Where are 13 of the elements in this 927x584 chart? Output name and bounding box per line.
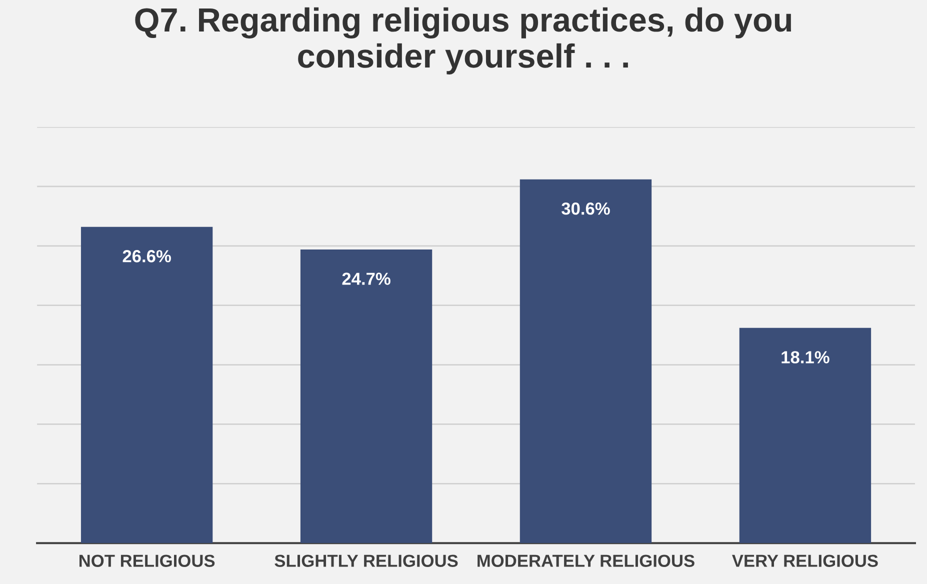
bar — [300, 249, 432, 544]
data-label: 24.7% — [342, 272, 390, 285]
x-tick-label: NOT RELIGIOUS — [79, 554, 215, 567]
x-tick-label: MODERATELY RELIGIOUS — [478, 554, 694, 567]
bar — [739, 328, 872, 544]
data-label: 26.6% — [122, 250, 171, 262]
bar — [80, 226, 213, 544]
data-label: 30.6% — [562, 202, 610, 215]
data-label: 18.1% — [782, 351, 830, 364]
chart-title: Q7. Regarding religious practices, do you consider yourself . . . — [135, 7, 792, 74]
x-tick-label: VERY RELIGIOUS — [732, 554, 878, 567]
bar — [520, 179, 652, 544]
x-tick-label: SLIGHTLY RELIGIOUS — [274, 554, 458, 567]
